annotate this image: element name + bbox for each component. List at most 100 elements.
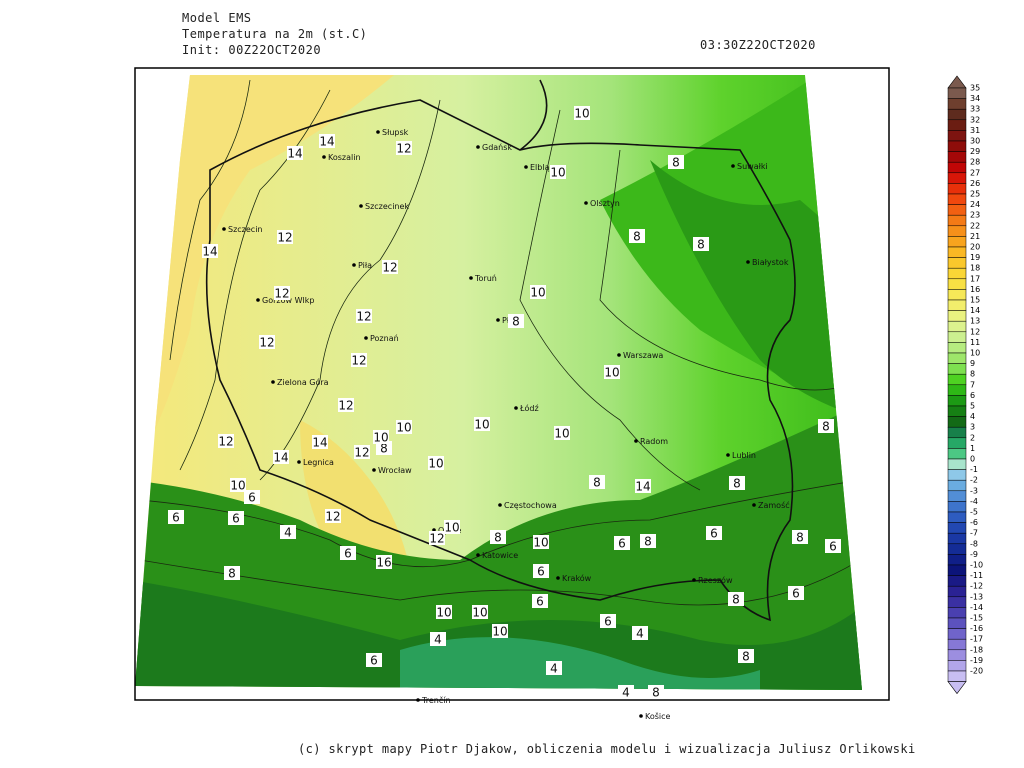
colorbar-label: -11 (970, 571, 983, 580)
contour-label-box (168, 510, 184, 524)
contour-label: 8 (593, 476, 601, 490)
contour-label: 12 (356, 310, 371, 324)
colorbar-cell (947, 490, 967, 502)
contour-label-box (632, 626, 648, 640)
colorbar-cell (947, 554, 967, 566)
contour-label: 10 (444, 521, 459, 535)
valid-time: 03:30Z22OCT2020 (700, 38, 816, 52)
contour-label: 10 (428, 457, 443, 471)
contour-label: 6 (172, 511, 180, 525)
contour-label: 8 (652, 686, 660, 700)
cool-zone (650, 160, 862, 420)
contour-label-box (230, 478, 246, 492)
contour-label-box (629, 229, 645, 243)
city-dot (359, 204, 363, 208)
colorbar-label: -17 (970, 635, 983, 644)
contour-label-box (273, 450, 289, 464)
contour-label-box (312, 435, 328, 449)
colorbar-label: 1 (970, 444, 975, 453)
city-dot (256, 298, 260, 302)
contour-label: 12 (338, 399, 353, 413)
colorbar-label: 29 (970, 147, 980, 156)
contour-label: 12 (277, 231, 292, 245)
colorbar-cell (947, 426, 967, 439)
colorbar-label: 31 (970, 126, 980, 135)
contour-label: 6 (618, 537, 626, 551)
contour-label: 12 (354, 446, 369, 460)
contour-label: 6 (370, 654, 378, 668)
contour-label-box (818, 419, 834, 433)
footer: (c) skrypt mapy Piotr Djakow, obliczenia… (298, 742, 916, 756)
header: Model EMS Temperatura na 2m (st.C) Init:… (182, 11, 816, 57)
colorbar-label: 2 (970, 433, 975, 442)
colorbar-label: 34 (970, 94, 980, 103)
colorbar-cell (947, 575, 967, 587)
city-dot (416, 698, 420, 702)
colorbar-cell (947, 501, 967, 513)
city-dot (556, 576, 560, 580)
colorbar-cell (947, 236, 967, 248)
colorbar-label: -18 (970, 645, 983, 654)
contour-label-box (589, 475, 605, 489)
city-dot (731, 164, 735, 168)
contour-label-box (218, 434, 234, 448)
colorbar-cell (947, 140, 967, 152)
city-label: Košice (645, 711, 671, 721)
contour-label: 6 (537, 565, 545, 579)
contour-label: 14 (287, 147, 302, 161)
colorbar-label: -8 (970, 539, 978, 548)
contour-label: 8 (796, 531, 804, 545)
colorbar-cell (947, 437, 967, 449)
city-label: Łódź (519, 403, 539, 413)
contour-label: 14 (202, 245, 217, 259)
contour-label: 12 (351, 354, 366, 368)
colorbar-cell (947, 670, 967, 682)
contour-label-box (706, 526, 722, 540)
colorbar-cell (947, 448, 967, 460)
colorbar-cell (947, 289, 967, 301)
contour-label-box (319, 134, 335, 148)
contour-label-box (396, 141, 412, 155)
colorbar-cell (947, 310, 967, 322)
city-dot (498, 503, 502, 507)
city-label: Szczecinek (365, 202, 409, 211)
colorbar-cell (947, 395, 967, 407)
contour-label-box (474, 417, 490, 431)
city-dot (752, 503, 756, 507)
colorbar-cell (947, 649, 967, 661)
contour-label-box (429, 531, 445, 545)
colorbar-label: 5 (970, 402, 975, 411)
city-label: Wrocław (378, 466, 412, 475)
contour-label: 8 (644, 535, 652, 549)
contour-label: 16 (376, 556, 391, 570)
contour-label: 8 (380, 442, 388, 456)
colorbar-label: -6 (970, 518, 978, 527)
contour-label: 8 (512, 315, 520, 329)
city-dot (496, 318, 500, 322)
city-dot (297, 460, 301, 464)
colorbar-cell (947, 214, 967, 227)
city-label: Zamość (758, 500, 790, 510)
city-label: Białystok (752, 258, 789, 267)
contour-label: 10 (472, 606, 487, 620)
contour-label: 10 (436, 606, 451, 620)
colorbar-label: 20 (970, 243, 980, 252)
colorbar-cell (947, 193, 967, 205)
contour-label-box (640, 534, 656, 548)
city-dot (222, 227, 226, 231)
colorbar-cell (947, 183, 967, 195)
colorbar-label: -3 (970, 486, 978, 495)
colorbar-label: 14 (970, 306, 980, 315)
contour-label: 6 (710, 527, 718, 541)
colorbar-cell (947, 638, 967, 651)
contour-label: 8 (742, 650, 750, 664)
city-label: Poznań (370, 334, 399, 343)
colorbar-cell (947, 607, 967, 619)
contour-label: 12 (396, 142, 411, 156)
contour-label: 4 (284, 526, 292, 540)
colorbar-cell (947, 363, 967, 375)
warm-zone (135, 75, 400, 440)
colorbar-top-arrow (947, 75, 967, 89)
contour-label-box (693, 237, 709, 251)
city-label: Piła (358, 261, 372, 270)
